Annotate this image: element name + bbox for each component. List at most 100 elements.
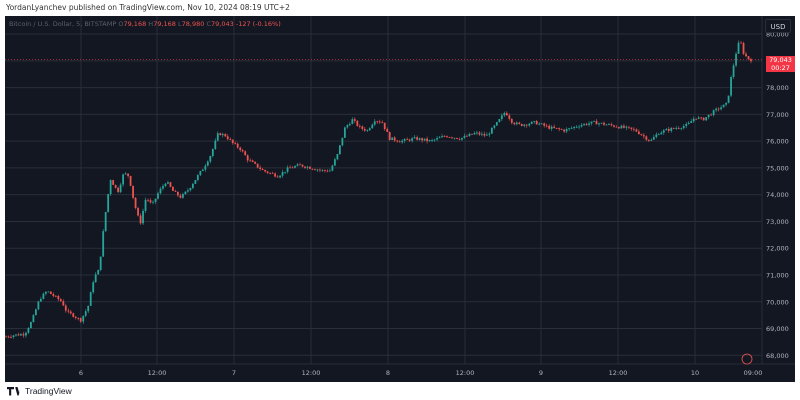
candle-body bbox=[727, 95, 730, 103]
candle-body bbox=[742, 42, 745, 54]
footer: TradingView bbox=[0, 382, 800, 400]
candle-body bbox=[493, 125, 496, 128]
candle-body bbox=[563, 129, 566, 132]
candle-body bbox=[535, 121, 538, 125]
currency-button[interactable]: USD bbox=[765, 19, 791, 33]
tradingview-icon bbox=[7, 386, 21, 396]
candle-body bbox=[329, 170, 331, 172]
time-tick-label: 10 bbox=[691, 369, 699, 377]
candle-body bbox=[221, 133, 224, 136]
candle-body bbox=[276, 176, 279, 178]
price-tick-label: 78,000 bbox=[766, 84, 789, 92]
candle-body bbox=[555, 127, 558, 129]
candle-body bbox=[162, 186, 164, 189]
candle-body bbox=[147, 199, 149, 201]
candle-body bbox=[296, 164, 299, 167]
candle-body bbox=[662, 130, 665, 133]
candle-body bbox=[122, 174, 125, 185]
candle-body bbox=[216, 133, 219, 141]
candle-body bbox=[605, 124, 608, 126]
candle-body bbox=[378, 121, 381, 123]
candle-body bbox=[299, 164, 301, 166]
candle-body bbox=[652, 137, 655, 140]
candle-body bbox=[326, 170, 329, 172]
candle-body bbox=[224, 133, 227, 137]
candle-body bbox=[545, 125, 548, 127]
candle-body bbox=[199, 171, 202, 176]
candle-body bbox=[251, 160, 254, 162]
candle-body bbox=[361, 126, 364, 129]
candle-body bbox=[102, 231, 105, 257]
candle-body bbox=[172, 186, 174, 191]
symbol-label: Bitcoin / U.S. Dollar, 5, BITSTAMP bbox=[9, 20, 117, 28]
candle-body bbox=[189, 187, 192, 191]
candle-body bbox=[284, 171, 286, 173]
candle-body bbox=[144, 199, 147, 211]
candle-body bbox=[436, 138, 438, 140]
candle-body bbox=[244, 151, 247, 156]
candle-body bbox=[346, 125, 349, 128]
candle-body bbox=[333, 159, 336, 166]
candle-body bbox=[530, 121, 533, 124]
candle-body bbox=[254, 161, 257, 164]
candle-body bbox=[124, 173, 127, 175]
candle-body bbox=[7, 336, 10, 338]
candle-body bbox=[239, 147, 242, 151]
candle-body bbox=[74, 316, 77, 319]
candle-body bbox=[583, 123, 585, 126]
open-label: O bbox=[118, 20, 124, 28]
candle-body bbox=[443, 136, 446, 137]
candle-body bbox=[603, 122, 605, 125]
candle-body bbox=[169, 182, 172, 187]
candle-body bbox=[413, 137, 416, 139]
candle-body bbox=[321, 169, 324, 171]
candle-body bbox=[316, 169, 319, 171]
candle-body bbox=[114, 184, 117, 188]
candle-body bbox=[466, 135, 468, 137]
candle-body bbox=[343, 127, 346, 138]
candlestick-chart[interactable]: 68,000 69,000 70,000 71,000 72,000 73,000 74,0… bbox=[5, 16, 795, 382]
candle-body bbox=[560, 129, 563, 130]
candle-body bbox=[747, 56, 750, 60]
candle-body bbox=[219, 133, 222, 136]
candle-body bbox=[376, 121, 379, 123]
candle-body bbox=[196, 175, 199, 181]
candle-body bbox=[87, 305, 90, 312]
candle-body bbox=[261, 169, 264, 170]
time-tick-label: 7 bbox=[232, 369, 236, 377]
candle-body bbox=[548, 125, 551, 129]
candle-body bbox=[249, 160, 252, 162]
candle-body bbox=[134, 197, 137, 209]
candle-body bbox=[149, 200, 152, 203]
candle-body bbox=[575, 126, 578, 128]
low-label: L bbox=[178, 20, 182, 28]
last-price-tag: 79,043 00:27 bbox=[766, 55, 795, 72]
candle-body bbox=[174, 190, 177, 192]
candle-body bbox=[17, 334, 20, 336]
candle-body bbox=[632, 128, 635, 130]
candle-body bbox=[570, 127, 573, 129]
tradingview-logo[interactable]: TradingView bbox=[7, 386, 72, 396]
candle-body bbox=[463, 135, 466, 138]
chart-panel[interactable]: 68,000 69,000 70,000 71,000 72,000 73,000 74,0… bbox=[5, 16, 795, 382]
candle-body bbox=[57, 295, 60, 300]
candle-body bbox=[37, 301, 40, 310]
candle-body bbox=[655, 134, 658, 138]
time-tick-label: 12:00 bbox=[609, 369, 628, 377]
candle-body bbox=[157, 193, 159, 199]
candle-body bbox=[184, 191, 187, 195]
candle-body bbox=[20, 334, 22, 336]
candle-body bbox=[687, 122, 690, 125]
candle-body bbox=[520, 123, 523, 126]
candle-body bbox=[319, 169, 321, 171]
candle-body bbox=[388, 131, 391, 141]
candle-body bbox=[373, 121, 376, 125]
candle-body bbox=[386, 128, 389, 132]
candle-body bbox=[356, 120, 359, 126]
candle-body bbox=[518, 122, 521, 124]
candle-body bbox=[550, 126, 553, 129]
candle-body bbox=[725, 102, 727, 105]
go-to-realtime-icon[interactable] bbox=[741, 353, 753, 365]
candle-body bbox=[712, 110, 715, 116]
candle-body bbox=[735, 53, 737, 66]
